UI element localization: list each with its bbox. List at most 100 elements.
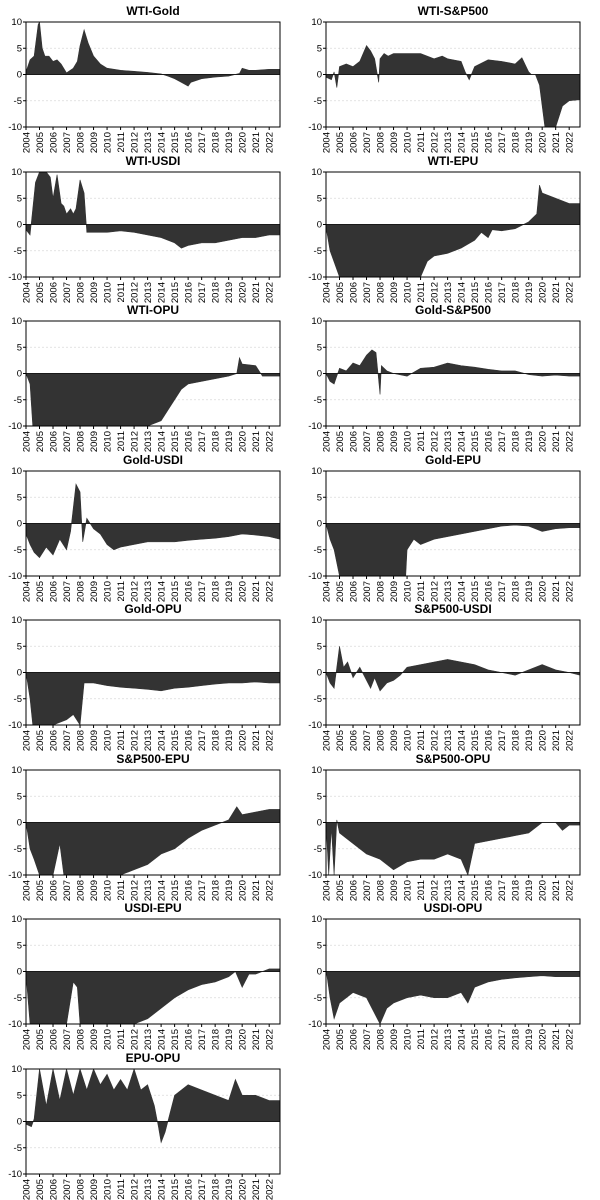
x-tick-label: 2005 xyxy=(335,730,346,751)
y-tick-label: -5 xyxy=(314,993,322,1004)
x-tick-label: 2018 xyxy=(510,880,521,901)
x-tick-label: 2008 xyxy=(375,282,386,303)
x-tick-label: 2011 xyxy=(416,1029,427,1049)
x-tick-label: 2004 xyxy=(321,132,332,153)
x-tick-label: 2012 xyxy=(129,880,140,901)
subplot: -10 -5 0 5 10 2004 2005 2006 2007 2008 2009 2010 201… xyxy=(0,150,300,303)
x-tick-label: 2007 xyxy=(62,581,73,602)
y-tick-label: 0 xyxy=(17,369,22,380)
chart-title: S&P500-OPU xyxy=(416,752,491,766)
y-tick-label: 5 xyxy=(317,791,322,802)
y-tick-label: -10 xyxy=(308,720,322,731)
y-tick-label: 5 xyxy=(17,342,22,353)
chart-title: WTI-Gold xyxy=(126,4,179,18)
y-tick-label: -5 xyxy=(14,96,22,107)
x-tick-label: 2007 xyxy=(62,431,73,452)
x-tick-label: 2019 xyxy=(524,132,535,153)
x-tick-label: 2009 xyxy=(89,1179,100,1200)
y-tick-label: -10 xyxy=(8,1019,22,1030)
subplot: -10 -5 0 5 10 2004 2005 2006 2007 2008 2009 2010 201… xyxy=(0,748,300,901)
x-tick-label: 2008 xyxy=(75,431,86,452)
x-tick-label: 2017 xyxy=(497,730,508,751)
x-tick-label: 2009 xyxy=(389,1029,400,1050)
chart-title: S&P500-EPU xyxy=(116,752,189,766)
y-tick-label: -5 xyxy=(314,694,322,705)
x-tick-label: 2006 xyxy=(48,730,59,751)
x-tick-label: 2004 xyxy=(21,880,32,901)
x-tick-label: 2014 xyxy=(156,1179,167,1200)
x-tick-label: 2006 xyxy=(348,431,359,452)
x-tick-label: 2015 xyxy=(170,581,181,602)
series-area xyxy=(326,968,580,1024)
x-tick-label: 2016 xyxy=(183,880,194,901)
x-tick-label: 2010 xyxy=(102,1179,113,1200)
x-tick-label: 2009 xyxy=(89,132,100,153)
x-tick-label: 2020 xyxy=(537,880,548,901)
x-tick-label: 2008 xyxy=(75,730,86,751)
x-tick-label: 2022 xyxy=(564,730,575,751)
x-tick-label: 2004 xyxy=(321,730,332,751)
y-tick-label: -10 xyxy=(8,122,22,133)
y-tick-label: 5 xyxy=(17,940,22,951)
x-tick-label: 2022 xyxy=(264,880,275,901)
x-tick-label: 2010 xyxy=(402,1029,413,1050)
chart-title: USDI-EPU xyxy=(124,901,181,915)
series-area xyxy=(26,672,280,725)
x-tick-label: 2012 xyxy=(129,581,140,602)
y-tick-label: 10 xyxy=(11,615,22,626)
x-tick-label: 2007 xyxy=(62,282,73,303)
x-tick-label: 2012 xyxy=(129,1179,140,1200)
x-tick-label: 2018 xyxy=(210,1029,221,1050)
x-tick-label: 2007 xyxy=(362,282,373,303)
x-tick-label: 2005 xyxy=(335,880,346,901)
x-tick-label: 2017 xyxy=(197,581,208,602)
chart-title: S&P500-USDI xyxy=(414,602,491,616)
x-tick-label: 2005 xyxy=(35,880,46,901)
x-tick-label: 2021 xyxy=(551,730,562,751)
x-tick-label: 2017 xyxy=(497,880,508,901)
x-tick-label: 2005 xyxy=(35,581,46,602)
x-tick-label: 2019 xyxy=(224,431,235,452)
x-tick-label: 2011 xyxy=(116,282,127,302)
subplot: -10 -5 0 5 10 2004 2005 2006 2007 2008 2009 2010 201… xyxy=(0,0,300,153)
x-tick-label: 2017 xyxy=(497,431,508,452)
x-tick-label: 2005 xyxy=(335,1029,346,1050)
x-tick-label: 2021 xyxy=(251,880,262,901)
subplot: -10 -5 0 5 10 2004 2005 2006 2007 2008 2009 2010 201… xyxy=(0,1047,300,1200)
x-tick-label: 2022 xyxy=(564,581,575,602)
x-tick-label: 2020 xyxy=(537,730,548,751)
x-tick-label: 2011 xyxy=(416,282,427,302)
series-area xyxy=(26,805,280,875)
x-tick-label: 2006 xyxy=(48,431,59,452)
series-area xyxy=(26,22,280,87)
x-tick-label: 2019 xyxy=(524,431,535,452)
x-tick-label: 2013 xyxy=(143,1029,154,1050)
x-tick-label: 2014 xyxy=(456,1029,467,1050)
x-tick-label: 2018 xyxy=(510,132,521,153)
subplot: -10 -5 0 5 10 2004 2005 2006 2007 2008 2009 2010 201… xyxy=(0,449,300,602)
x-tick-label: 2014 xyxy=(156,880,167,901)
x-tick-label: 2015 xyxy=(470,282,481,303)
subplot: -10 -5 0 5 10 2004 2005 2006 2007 2008 2009 2010 201… xyxy=(300,150,600,303)
x-tick-label: 2012 xyxy=(129,132,140,153)
x-tick-label: 2008 xyxy=(375,132,386,153)
x-tick-label: 2013 xyxy=(143,730,154,751)
x-tick-label: 2019 xyxy=(524,880,535,901)
x-tick-label: 2013 xyxy=(443,730,454,751)
x-tick-label: 2015 xyxy=(470,1029,481,1050)
x-tick-label: 2015 xyxy=(470,132,481,153)
x-tick-label: 2022 xyxy=(264,282,275,303)
y-tick-label: -10 xyxy=(308,870,322,881)
x-tick-label: 2013 xyxy=(143,1179,154,1200)
x-tick-label: 2010 xyxy=(102,132,113,153)
x-tick-label: 2012 xyxy=(429,132,440,153)
x-tick-label: 2016 xyxy=(483,132,494,153)
x-tick-label: 2021 xyxy=(551,1029,562,1050)
x-tick-label: 2013 xyxy=(443,581,454,602)
x-tick-label: 2013 xyxy=(443,1029,454,1050)
